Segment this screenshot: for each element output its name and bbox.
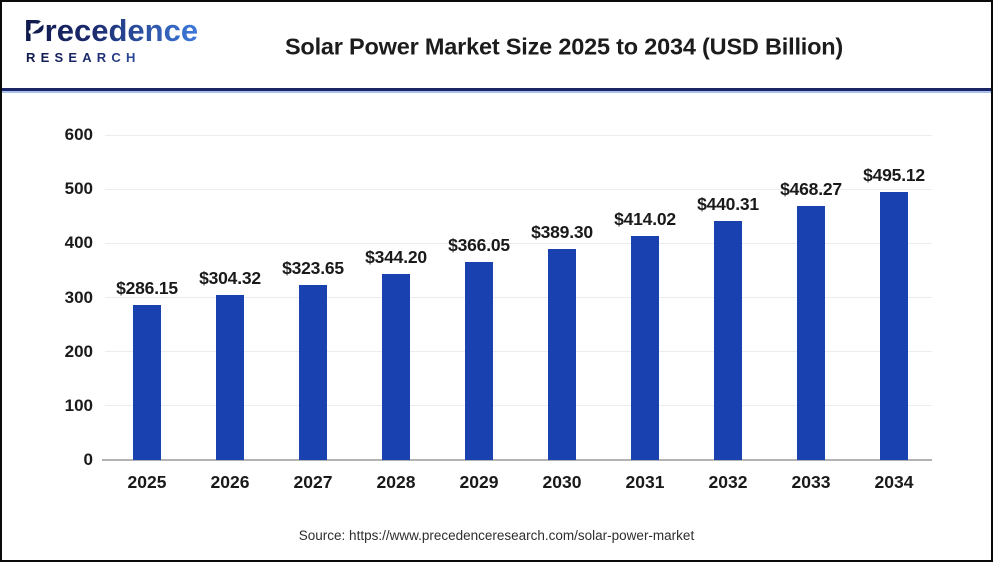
x-axis-tick-label: 2034 (874, 472, 914, 492)
x-axis-tick-label: 2032 (708, 472, 748, 492)
precedence-research-logo: Precedence RESEARCH (24, 14, 204, 65)
bar (548, 249, 576, 460)
y-axis-tick-label: 500 (64, 179, 93, 199)
x-axis-tick-label: 2029 (459, 472, 499, 492)
y-axis-tick-label: 100 (64, 395, 93, 415)
bar-value-label: $286.15 (116, 278, 178, 298)
bar (880, 191, 908, 460)
bar-value-label: $495.12 (863, 164, 925, 185)
x-axis-tick-label: 2027 (293, 472, 333, 492)
bar (631, 235, 659, 460)
y-axis-tick-label: 200 (64, 341, 93, 361)
bar-value-label: $440.31 (697, 194, 759, 215)
bar-value-label: $414.02 (614, 208, 676, 229)
logo-subtitle: RESEARCH (24, 50, 204, 65)
gridline (105, 297, 932, 298)
x-axis-tick-label: 2025 (127, 472, 167, 492)
logo-wordmark: Precedence (24, 14, 204, 48)
x-axis-tick-label: 2028 (376, 472, 416, 492)
bar-value-label: $344.20 (365, 246, 427, 267)
bar (133, 305, 161, 460)
chart-title: Solar Power Market Size 2025 to 2034 (US… (284, 33, 844, 60)
gridline (105, 405, 932, 407)
source-text: Source: https://www.precedenceresearch.c… (298, 528, 695, 543)
y-axis-tick-label: 600 (64, 125, 93, 144)
gridline (105, 351, 932, 353)
bar-value-label: $323.65 (282, 257, 344, 278)
gridline (105, 242, 932, 244)
header-separator-light (2, 91, 991, 93)
bar-value-label: $389.30 (531, 222, 593, 243)
x-axis-line (102, 459, 932, 461)
bar (797, 206, 825, 460)
header-separator-dark (2, 88, 991, 91)
bar (216, 295, 244, 460)
y-axis-tick-label: 0 (83, 450, 93, 469)
x-axis-tick-label: 2031 (625, 472, 665, 492)
header: Precedence RESEARCH Solar Power Market S… (2, 2, 991, 88)
bar-value-label: $468.27 (780, 179, 842, 200)
x-axis-tick-label: 2026 (210, 472, 250, 492)
bar-value-label: $366.05 (448, 234, 510, 255)
y-axis-tick-label: 300 (64, 287, 93, 307)
bar-value-label: $304.32 (199, 268, 261, 289)
y-axis-tick-label: 400 (64, 233, 93, 253)
bar (299, 284, 327, 460)
x-axis-tick-label: 2030 (542, 472, 582, 492)
bar (714, 221, 742, 460)
x-axis-tick-label: 2033 (791, 472, 831, 492)
gridline (105, 134, 932, 136)
bar (382, 273, 410, 460)
gridline (105, 188, 932, 190)
bar (465, 261, 493, 460)
